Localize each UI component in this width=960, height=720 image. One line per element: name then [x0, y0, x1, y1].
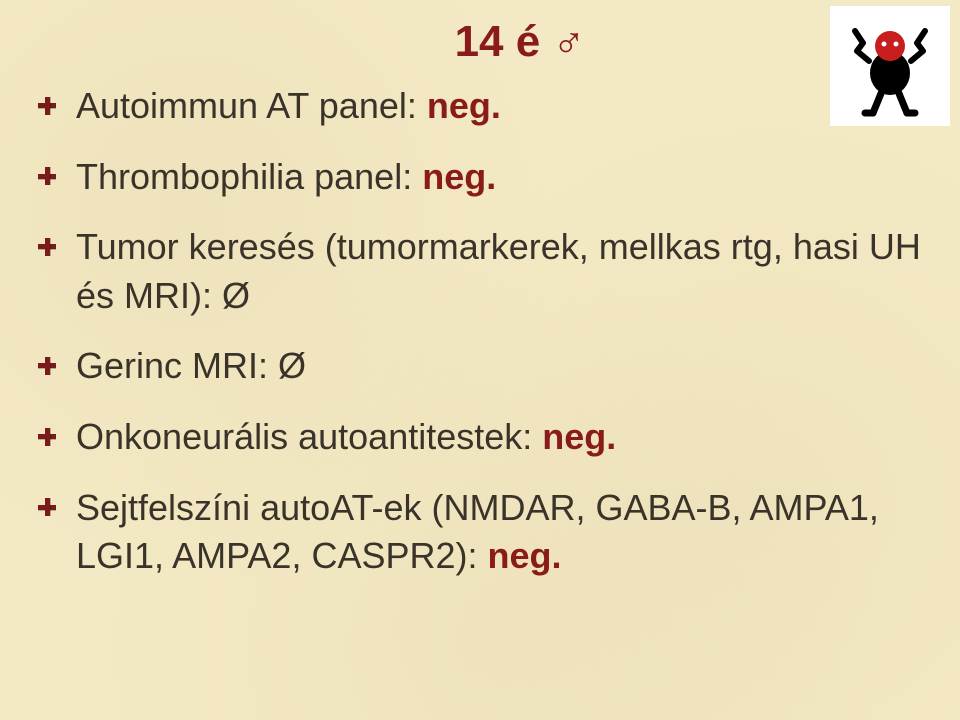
list-item: Gerinc MRI: Ø	[36, 342, 930, 391]
list-item: Tumor keresés (tumormarkerek, mellkas rt…	[36, 223, 930, 320]
list-item: Autoimmun AT panel: neg.	[36, 82, 930, 131]
plus-bullet-icon	[36, 355, 58, 377]
item-neg: neg.	[488, 535, 562, 576]
item-text: Gerinc MRI: Ø	[76, 345, 306, 386]
plus-bullet-icon	[36, 496, 58, 518]
item-neg: neg.	[542, 416, 616, 457]
plus-bullet-icon	[36, 426, 58, 448]
item-neg: neg.	[427, 85, 501, 126]
list-item: Onkoneurális autoantitestek: neg.	[36, 413, 930, 462]
plus-bullet-icon	[36, 95, 58, 117]
title-text: 14 é ♂	[455, 17, 586, 66]
slide-container: 14 é ♂ Autoimmun AT panel: neg. Thrombop…	[0, 0, 960, 720]
plus-bullet-icon	[36, 165, 58, 187]
slide-title: 14 é ♂	[30, 20, 930, 64]
item-text: Onkoneurális autoantitestek:	[76, 416, 542, 457]
item-text: Sejtfelszíni autoAT-ek (NMDAR, GABA-B, A…	[76, 487, 879, 577]
list-item: Sejtfelszíni autoAT-ek (NMDAR, GABA-B, A…	[36, 484, 930, 581]
plus-bullet-icon	[36, 236, 58, 258]
bullet-list: Autoimmun AT panel: neg. Thrombophilia p…	[30, 82, 930, 581]
item-text: Tumor keresés (tumormarkerek, mellkas rt…	[76, 226, 921, 316]
list-item: Thrombophilia panel: neg.	[36, 153, 930, 202]
item-text: Thrombophilia panel:	[76, 156, 422, 197]
item-neg: neg.	[422, 156, 496, 197]
item-text: Autoimmun AT panel:	[76, 85, 427, 126]
